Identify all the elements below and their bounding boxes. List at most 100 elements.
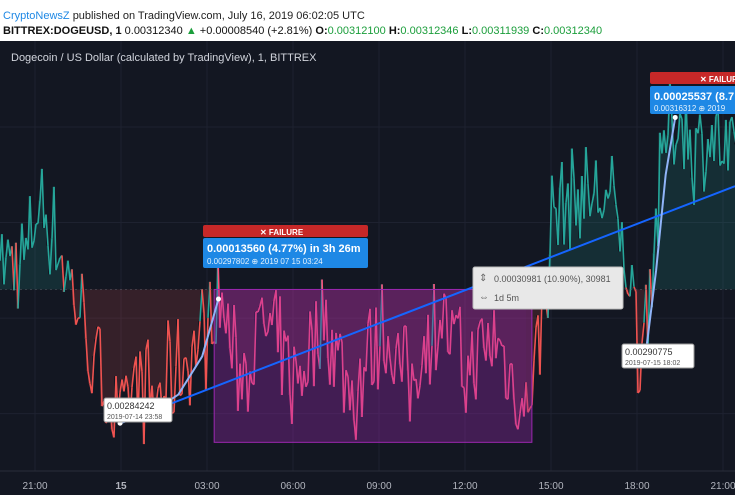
price-fill bbox=[708, 157, 710, 289]
price-fill bbox=[172, 289, 174, 412]
price-fill bbox=[712, 161, 714, 289]
price-fill bbox=[148, 289, 150, 409]
price-fill bbox=[196, 289, 198, 349]
price-segment bbox=[554, 207, 556, 208]
price-fill bbox=[42, 228, 44, 290]
price-fill bbox=[8, 256, 10, 289]
price-fill bbox=[176, 289, 178, 319]
price-fill bbox=[626, 289, 628, 294]
price-fill bbox=[36, 223, 38, 289]
price-fill bbox=[716, 108, 718, 290]
close-value: 0.00312340 bbox=[544, 25, 602, 37]
chart-title: Dogecoin / US Dollar (calculated by Trad… bbox=[11, 52, 317, 64]
price-fill bbox=[188, 289, 190, 405]
price-fill bbox=[728, 122, 730, 290]
price-fill bbox=[24, 238, 26, 290]
price-fill bbox=[182, 289, 184, 358]
range-info-line2: 1d 5m bbox=[494, 293, 519, 303]
measure-box-1-line2: 0.00297802 ⊕ 2019 07 15 03:24 bbox=[207, 257, 323, 266]
price-fill bbox=[132, 289, 134, 368]
price-segment bbox=[78, 318, 80, 319]
price-fill bbox=[20, 224, 22, 290]
price-fill bbox=[118, 289, 120, 392]
price-fill bbox=[714, 117, 716, 290]
range-info-line1: 0.00030981 (10.90%), 30981 bbox=[494, 274, 611, 284]
price-fill bbox=[168, 289, 170, 341]
x-tick-label: 06:00 bbox=[280, 481, 305, 492]
price-fill bbox=[54, 270, 56, 289]
open-value: 0.00312100 bbox=[328, 25, 386, 37]
price-fill bbox=[144, 289, 146, 349]
price-fill bbox=[154, 289, 156, 405]
price-chart[interactable]: ✕ FAILURE 0.00013560 (4.77%) in 3h 26m 0.0… bbox=[0, 41, 735, 495]
low-point-1-time: 2019-07-14 23:58 bbox=[107, 414, 162, 421]
price-fill bbox=[690, 178, 692, 290]
price-fill bbox=[90, 289, 92, 393]
date-price-range-box[interactable] bbox=[214, 289, 532, 442]
price-fill bbox=[22, 260, 24, 290]
x-tick-label: 03:00 bbox=[194, 481, 219, 492]
price-fill bbox=[100, 289, 102, 406]
price-fill bbox=[166, 289, 168, 320]
price-fill bbox=[156, 289, 158, 388]
source-link[interactable]: CryptoNewsZ bbox=[3, 10, 70, 22]
price-fill bbox=[680, 119, 682, 289]
forecast-end-dot bbox=[216, 297, 221, 302]
price-fill bbox=[636, 289, 638, 393]
price-fill bbox=[178, 289, 180, 395]
price-fill bbox=[702, 192, 704, 290]
price-fill bbox=[730, 117, 732, 289]
high-value: 0.00312346 bbox=[400, 25, 458, 37]
price-fill bbox=[32, 241, 34, 290]
publish-info: CryptoNewsZ published on TradingView.com… bbox=[3, 10, 365, 22]
price-fill bbox=[50, 238, 52, 289]
price-fill bbox=[718, 166, 720, 290]
price-fill bbox=[18, 264, 20, 289]
price-fill bbox=[686, 160, 688, 290]
price-fill bbox=[634, 289, 636, 291]
chart-area[interactable]: ✕ FAILURE 0.00013560 (4.77%) in 3h 26m 0.0… bbox=[0, 41, 735, 495]
failure-text-1: ✕ FAILURE bbox=[260, 228, 304, 237]
price-fill bbox=[92, 289, 94, 356]
price-fill bbox=[124, 289, 126, 375]
price-fill bbox=[74, 289, 76, 324]
forecast-end-dot bbox=[673, 115, 678, 120]
measure-box-1-line1: 0.00013560 (4.77%) in 3h 26m bbox=[207, 243, 361, 255]
price-fill bbox=[48, 274, 50, 289]
range-rect bbox=[214, 289, 532, 442]
high-label: H: bbox=[389, 25, 401, 37]
price-fill bbox=[76, 289, 78, 318]
up-arrow-icon: ▲ bbox=[186, 25, 197, 37]
open-label: O: bbox=[315, 25, 327, 37]
chart-header: CryptoNewsZ published on TradingView.com… bbox=[0, 0, 735, 41]
price-fill bbox=[696, 133, 698, 289]
price-fill bbox=[44, 215, 46, 290]
price-fill bbox=[722, 164, 724, 290]
price-fill bbox=[108, 289, 110, 398]
price-fill bbox=[170, 289, 172, 413]
price-fill bbox=[40, 169, 42, 290]
price-fill bbox=[190, 289, 192, 346]
price-fill bbox=[26, 249, 28, 289]
x-tick-label: 12:00 bbox=[452, 481, 477, 492]
range-height-icon: ⇕ bbox=[479, 273, 487, 284]
price-fill bbox=[68, 280, 70, 289]
price-fill bbox=[640, 289, 642, 343]
price-fill bbox=[700, 134, 702, 289]
x-tick-label: 09:00 bbox=[366, 481, 391, 492]
x-tick-label: 15:00 bbox=[538, 481, 563, 492]
price-fill bbox=[122, 289, 124, 391]
price-fill bbox=[720, 161, 722, 289]
x-tick-label: 18:00 bbox=[624, 481, 649, 492]
price-fill bbox=[638, 289, 640, 390]
price-fill bbox=[160, 289, 162, 408]
price-fill bbox=[674, 145, 676, 290]
price-fill bbox=[676, 139, 678, 289]
ohlc-info: BITTREX:DOGEUSD, 1 0.00312340 ▲ +0.00008… bbox=[3, 25, 602, 37]
price-fill bbox=[2, 284, 4, 289]
price-fill bbox=[158, 289, 160, 382]
price-fill bbox=[138, 289, 140, 351]
symbol-label: BITTREX:DOGEUSD, 1 bbox=[3, 25, 122, 37]
low-point-2-time: 2019-07-15 18:02 bbox=[625, 360, 680, 367]
price-fill bbox=[88, 289, 90, 383]
